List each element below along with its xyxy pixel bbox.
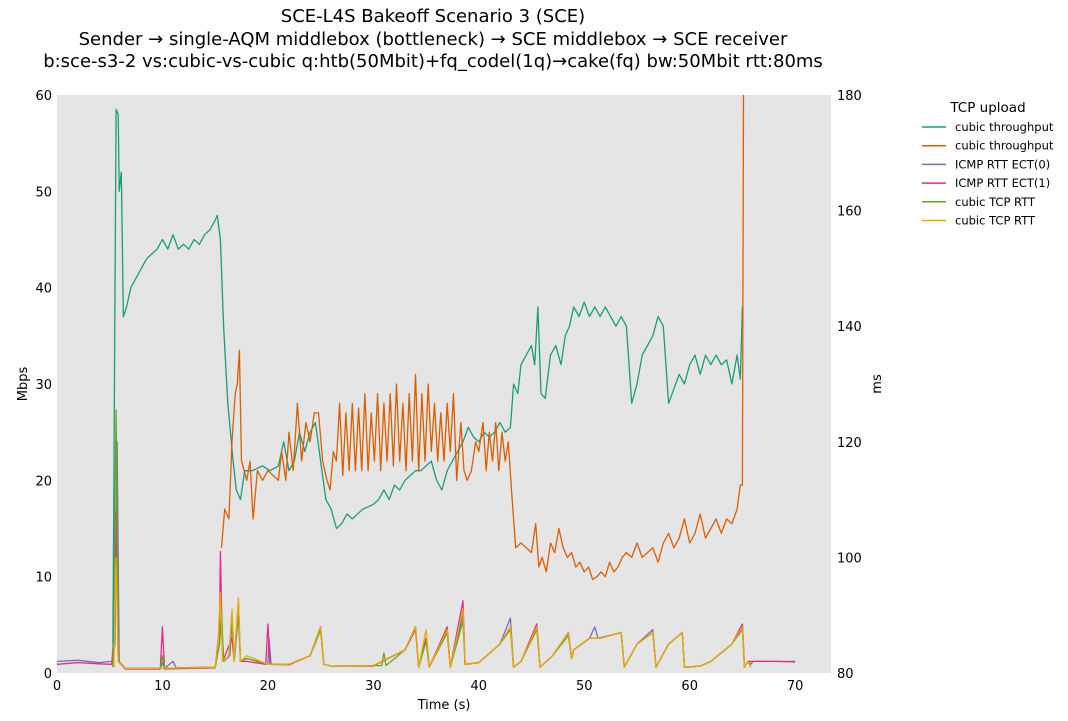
y2-axis-label: ms [870, 374, 885, 394]
y2-tick-label: 140 [837, 320, 862, 335]
legend-entry: cubic TCP RTT [955, 195, 1036, 209]
y-tick-label: 20 [35, 474, 52, 489]
y-tick-label: 40 [35, 282, 52, 297]
legend-entry: cubic throughput [955, 139, 1054, 153]
y2-tick-label: 80 [837, 667, 854, 682]
legend-entry: cubic TCP RTT [955, 214, 1036, 228]
x-tick-label: 60 [681, 679, 698, 694]
y-tick-label: 30 [35, 378, 52, 393]
legend-title: TCP upload [949, 100, 1025, 116]
x-tick-label: 0 [53, 679, 61, 694]
x-axis-label: Time (s) [417, 698, 471, 713]
plot-area [57, 95, 831, 673]
y-axis-label: Mbps [16, 367, 31, 402]
y2-tick-label: 120 [837, 436, 862, 451]
x-tick-label: 70 [787, 679, 804, 694]
chart-subtitle: Sender → single-AQM middlebox (bottlenec… [78, 29, 788, 50]
x-tick-label: 50 [576, 679, 593, 694]
y-tick-label: 10 [35, 571, 52, 586]
y2-tick-label: 160 [837, 205, 862, 220]
y-tick-label: 50 [35, 185, 52, 200]
y2-tick-label: 180 [837, 89, 862, 104]
legend-entry: ICMP RTT ECT(1) [955, 176, 1050, 190]
x-tick-label: 10 [154, 679, 171, 694]
series-line-0 [112, 108, 744, 645]
series-line-1 [220, 94, 745, 581]
chart-subtitle-params: b:sce-s3-2 vs:cubic-vs-cubic q:htb(50Mbi… [43, 51, 823, 72]
legend-entry: cubic throughput [955, 120, 1054, 134]
y-tick-label: 0 [44, 667, 52, 682]
legend-entry: ICMP RTT ECT(0) [955, 157, 1050, 171]
series-line-5 [113, 556, 752, 670]
x-tick-label: 40 [471, 679, 488, 694]
y-tick-label: 60 [35, 89, 52, 104]
x-tick-label: 30 [365, 679, 382, 694]
x-tick-label: 20 [260, 679, 277, 694]
chart-title: SCE-L4S Bakeoff Scenario 3 (SCE) [280, 6, 586, 27]
y2-tick-label: 100 [837, 551, 862, 566]
